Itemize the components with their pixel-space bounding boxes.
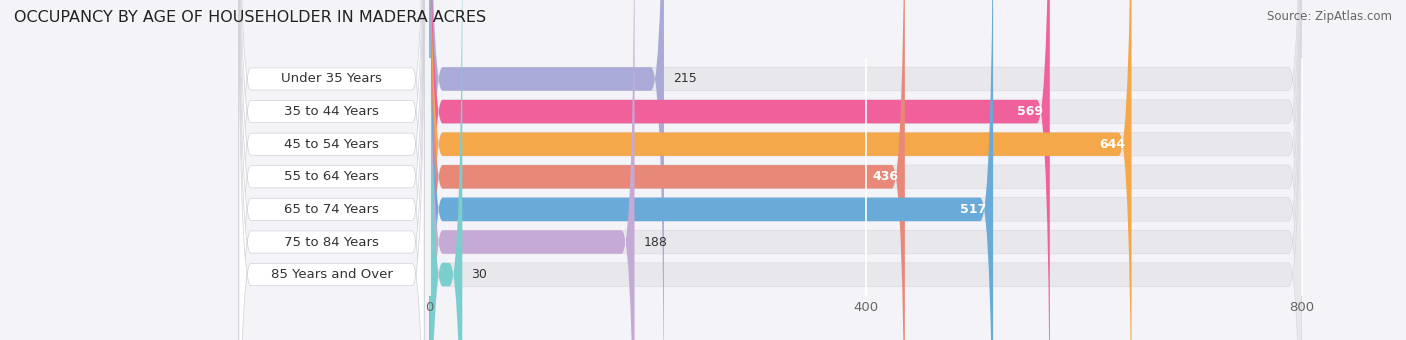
FancyBboxPatch shape — [239, 0, 425, 340]
Text: 35 to 44 Years: 35 to 44 Years — [284, 105, 380, 118]
FancyBboxPatch shape — [430, 0, 993, 340]
FancyBboxPatch shape — [430, 0, 1302, 340]
FancyBboxPatch shape — [430, 0, 1302, 340]
Text: 436: 436 — [872, 170, 898, 183]
Text: Source: ZipAtlas.com: Source: ZipAtlas.com — [1267, 10, 1392, 23]
Text: 85 Years and Over: 85 Years and Over — [270, 268, 392, 281]
FancyBboxPatch shape — [430, 0, 1302, 340]
FancyBboxPatch shape — [430, 0, 1302, 340]
FancyBboxPatch shape — [239, 0, 425, 340]
FancyBboxPatch shape — [430, 0, 634, 340]
Text: 65 to 74 Years: 65 to 74 Years — [284, 203, 380, 216]
FancyBboxPatch shape — [239, 0, 425, 340]
FancyBboxPatch shape — [430, 0, 1302, 340]
Text: 215: 215 — [672, 72, 696, 85]
Text: 188: 188 — [643, 236, 666, 249]
FancyBboxPatch shape — [239, 0, 425, 340]
Text: 517: 517 — [960, 203, 987, 216]
FancyBboxPatch shape — [430, 0, 1050, 340]
Text: 644: 644 — [1099, 138, 1125, 151]
FancyBboxPatch shape — [239, 0, 425, 340]
Text: OCCUPANCY BY AGE OF HOUSEHOLDER IN MADERA ACRES: OCCUPANCY BY AGE OF HOUSEHOLDER IN MADER… — [14, 10, 486, 25]
FancyBboxPatch shape — [430, 0, 664, 340]
FancyBboxPatch shape — [239, 0, 425, 340]
Text: 45 to 54 Years: 45 to 54 Years — [284, 138, 380, 151]
FancyBboxPatch shape — [430, 0, 905, 340]
Text: 569: 569 — [1018, 105, 1043, 118]
Text: 30: 30 — [471, 268, 486, 281]
FancyBboxPatch shape — [430, 0, 463, 340]
Text: 75 to 84 Years: 75 to 84 Years — [284, 236, 380, 249]
FancyBboxPatch shape — [430, 0, 1302, 340]
FancyBboxPatch shape — [430, 0, 1132, 340]
Text: Under 35 Years: Under 35 Years — [281, 72, 382, 85]
FancyBboxPatch shape — [239, 0, 425, 340]
Text: 55 to 64 Years: 55 to 64 Years — [284, 170, 380, 183]
FancyBboxPatch shape — [430, 0, 1302, 340]
